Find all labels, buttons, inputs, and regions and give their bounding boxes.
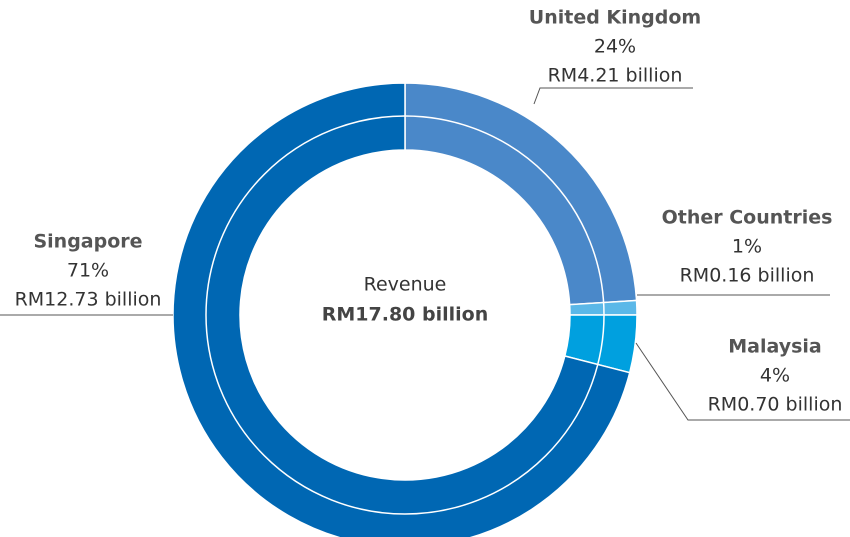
category-label: Malaysia (728, 336, 822, 358)
category-label: Singapore (33, 231, 142, 253)
inner-ring (205, 115, 605, 515)
center-label: Revenue (364, 274, 447, 296)
percent-label: 4% (760, 365, 790, 387)
amount-label: RM12.73 billion (15, 289, 162, 311)
donut-segment (172, 82, 631, 537)
amount-label: RM0.70 billion (708, 394, 843, 416)
amount-label: RM4.21 billion (548, 65, 683, 87)
leader-line (533, 87, 693, 105)
amount-label: RM0.16 billion (680, 265, 815, 287)
category-label: United Kingdom (529, 7, 701, 29)
percent-label: 1% (732, 236, 762, 258)
category-label: Other Countries (662, 207, 833, 229)
percent-label: 71% (67, 260, 109, 282)
percent-label: 24% (594, 36, 636, 58)
center-total: RM17.80 billion (322, 304, 488, 326)
leader-line (635, 342, 850, 421)
donut-segment (404, 82, 638, 306)
